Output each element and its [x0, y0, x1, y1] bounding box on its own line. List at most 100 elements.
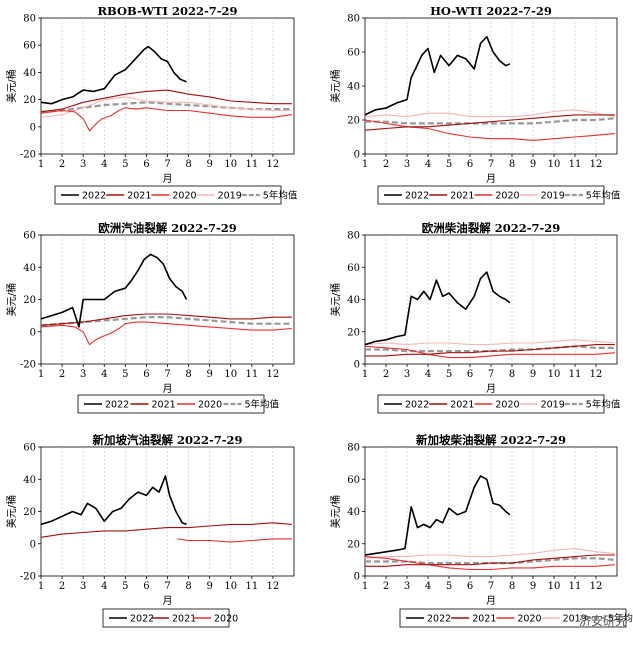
x-tick-label: 7	[488, 159, 494, 170]
series-line-2019	[364, 109, 615, 118]
y-axis-label: 美元/桶	[5, 495, 18, 528]
x-tick-label: 2	[383, 159, 389, 170]
y-axis-label: 美元/桶	[5, 283, 18, 316]
legend-label: 5年均值	[245, 399, 280, 411]
x-tick-label: 8	[185, 159, 191, 170]
y-axis-label: 美元/桶	[329, 495, 342, 528]
x-tick-label: 10	[224, 159, 237, 170]
y-tick-label: 20	[347, 327, 360, 338]
series-line-2021	[365, 344, 615, 357]
legend-label: 2022	[130, 614, 154, 625]
x-tick-label: 6	[467, 159, 473, 170]
x-tick-label: 2	[383, 581, 389, 592]
x-tick-label: 4	[101, 581, 107, 592]
legend-label: 2019	[541, 400, 565, 411]
x-tick-label: 5	[446, 581, 452, 592]
x-tick-label: 10	[548, 369, 561, 380]
legend-label: 5年均值	[608, 613, 633, 625]
x-tick-label: 1	[362, 581, 368, 592]
legend-label: 5年均值	[586, 190, 621, 202]
y-tick-label: 60	[347, 263, 360, 274]
y-tick-label: -20	[20, 572, 36, 583]
series-line-2022	[40, 45, 187, 105]
x-tick-label: 9	[206, 581, 212, 592]
x-tick-label: 9	[530, 159, 536, 170]
series-line-2021	[40, 522, 292, 538]
x-tick-label: 12	[590, 369, 603, 380]
x-tick-label: 9	[206, 159, 212, 170]
x-axis-label: 月	[163, 595, 173, 607]
x-tick-label: 11	[569, 581, 582, 592]
x-tick-label: 7	[488, 369, 494, 380]
chart-title: 新加坡汽油裂解 2022-7-29	[92, 433, 242, 447]
legend-label: 2022	[105, 400, 129, 411]
x-tick-label: 1	[362, 159, 368, 170]
legend-label: 2022	[82, 191, 106, 202]
x-tick-label: 5	[446, 369, 452, 380]
x-tick-label: 1	[38, 581, 44, 592]
x-tick-label: 12	[267, 369, 280, 380]
x-tick-label: 8	[509, 159, 515, 170]
x-axis-label: 月	[163, 383, 173, 395]
y-tick-label: 60	[23, 231, 36, 242]
x-tick-label: 3	[80, 159, 86, 170]
x-tick-label: 11	[569, 369, 582, 380]
y-tick-label: 0	[354, 572, 360, 583]
y-tick-label: 40	[347, 295, 360, 306]
legend-label: 2021	[152, 400, 176, 411]
x-axis-label: 月	[486, 595, 496, 607]
x-tick-label: 4	[425, 159, 431, 170]
x-tick-label: 3	[404, 369, 410, 380]
legend-label: 2022	[427, 614, 451, 625]
x-tick-label: 7	[488, 581, 494, 592]
y-tick-label: 20	[23, 95, 36, 106]
x-tick-label: 6	[467, 369, 473, 380]
y-tick-label: 20	[347, 539, 360, 550]
y-tick-label: 60	[23, 443, 36, 454]
x-tick-label: 12	[267, 159, 280, 170]
x-tick-label: 3	[80, 369, 86, 380]
series-line-2020	[40, 107, 292, 132]
x-tick-label: 7	[164, 369, 170, 380]
x-axis-label: 月	[486, 173, 496, 185]
x-tick-label: 5	[122, 159, 128, 170]
series-line-2021	[365, 554, 615, 567]
y-tick-label: 0	[30, 327, 36, 338]
series-line-2022	[364, 271, 511, 346]
y-tick-label: 40	[23, 263, 36, 274]
legend-box	[77, 394, 265, 414]
legend-label: 2021	[472, 614, 496, 625]
y-tick-label: 80	[347, 443, 360, 454]
y-axis-label: 美元/桶	[329, 69, 342, 102]
x-tick-label: 1	[38, 369, 44, 380]
x-tick-label: 3	[404, 159, 410, 170]
series-line-2020	[177, 538, 292, 543]
x-tick-label: 1	[362, 369, 368, 380]
chart-title: 欧洲汽油裂解 2022-7-29	[98, 221, 237, 235]
legend-label: 5年均值	[586, 399, 621, 411]
series-line-2022	[364, 475, 511, 556]
chart-title: HO-WTI 2022-7-29	[430, 4, 552, 18]
x-tick-label: 3	[80, 581, 86, 592]
legend-label: 2022	[405, 191, 429, 202]
series-line-2021	[40, 89, 292, 113]
y-tick-label: -20	[20, 150, 36, 161]
x-tick-label: 9	[206, 369, 212, 380]
y-tick-label: 80	[347, 231, 360, 242]
x-tick-label: 4	[425, 581, 431, 592]
x-tick-label: 9	[530, 581, 536, 592]
y-tick-label: 60	[23, 41, 36, 52]
x-tick-label: 12	[590, 581, 603, 592]
y-tick-label: 20	[347, 116, 360, 127]
x-tick-label: 8	[185, 581, 191, 592]
y-tick-label: 80	[23, 14, 36, 25]
x-tick-label: 10	[548, 581, 561, 592]
x-tick-label: 8	[509, 369, 515, 380]
x-tick-label: 5	[122, 369, 128, 380]
x-tick-label: 8	[185, 369, 191, 380]
x-tick-label: 11	[245, 369, 258, 380]
